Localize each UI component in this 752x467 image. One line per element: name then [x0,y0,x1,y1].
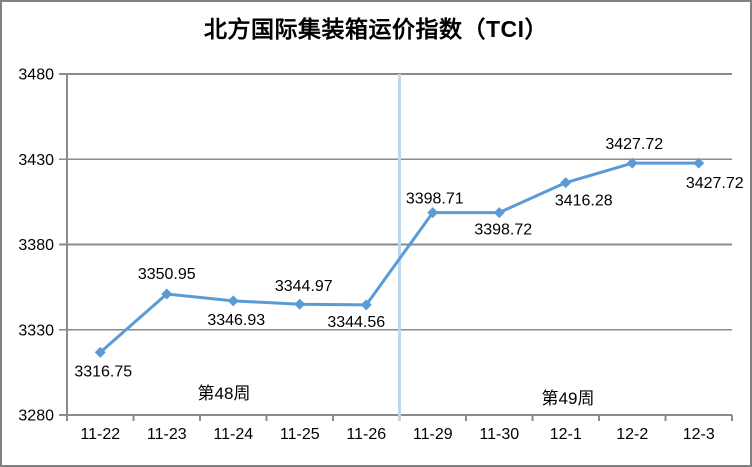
x-axis-tick-label: 11-22 [80,426,120,443]
data-point-marker[interactable] [693,157,705,169]
data-point-marker[interactable] [360,299,372,311]
x-axis-tick-label: 12-3 [683,426,715,443]
x-axis-tick-label: 11-25 [280,426,320,443]
week-annotation: 第49周 [542,389,595,408]
data-label: 3316.75 [74,363,132,380]
x-axis-tick-label: 11-30 [479,426,519,443]
data-label: 3350.95 [138,266,196,283]
data-label: 3344.97 [275,278,333,295]
week-annotation: 第48周 [198,384,251,403]
data-label: 3344.56 [327,314,385,331]
data-point-marker[interactable] [161,288,173,300]
y-axis-tick-label: 3380 [18,237,54,254]
data-point-marker[interactable] [560,177,572,189]
y-axis-tick-label: 3280 [18,408,54,425]
x-axis-tick-label: 11-29 [413,426,453,443]
data-label: 3416.28 [555,193,613,210]
x-axis-tick-label: 11-26 [346,426,386,443]
data-label: 3398.71 [406,191,464,208]
x-axis-tick-label: 12-2 [616,426,648,443]
x-axis-tick-label: 11-24 [213,426,253,443]
data-label: 3427.72 [605,136,663,153]
data-label: 3346.93 [207,312,265,329]
data-point-marker[interactable] [227,295,239,307]
y-axis-tick-label: 3330 [18,322,54,339]
data-point-marker[interactable] [493,207,505,219]
y-axis-tick-label: 3480 [18,67,54,84]
y-axis-tick-label: 3430 [18,152,54,169]
series-line[interactable] [99,161,699,354]
data-label: 3398.72 [474,222,532,239]
data-point-marker[interactable] [626,157,638,169]
data-point-marker[interactable] [94,346,106,358]
x-axis-tick-label: 11-23 [147,426,187,443]
data-point-marker[interactable] [427,207,439,219]
data-point-marker[interactable] [294,298,306,310]
x-axis-tick-label: 12-1 [550,426,582,443]
chart-title: 北方国际集装箱运价指数（TCI） [203,16,549,42]
data-label: 3427.72 [686,175,744,192]
